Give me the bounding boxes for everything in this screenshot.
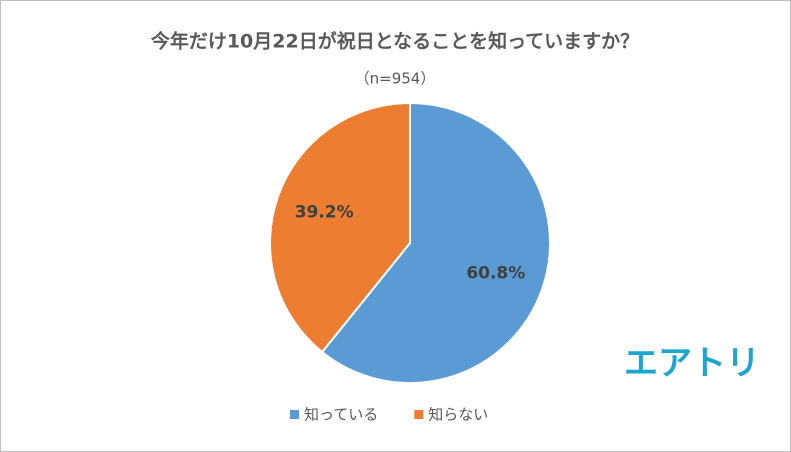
logo: エアトリ	[624, 344, 760, 384]
data-label: 39.2%	[295, 203, 354, 223]
legend-marker	[290, 410, 299, 419]
pie-slice	[269, 101, 411, 354]
chart-subtitle: （n=954）	[355, 70, 436, 88]
chart-title: 今年だけ10月22日が祝日となることを知っていますか？	[150, 30, 639, 53]
pie-slice	[320, 101, 551, 384]
legend-label: 知っている	[304, 406, 378, 424]
legend-label: 知らない	[428, 406, 488, 424]
legend-marker	[414, 410, 424, 419]
data-label: 60.8%	[466, 263, 525, 283]
